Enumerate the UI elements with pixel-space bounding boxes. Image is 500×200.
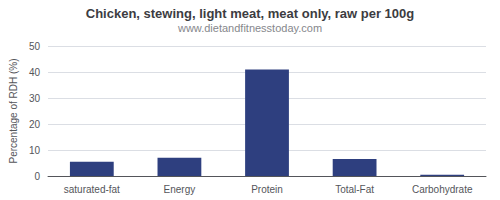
svg-text:Percentage of RDH (%): Percentage of RDH (%) (8, 58, 19, 163)
svg-text:20: 20 (29, 119, 41, 130)
svg-text:Protein: Protein (251, 184, 283, 195)
svg-text:Chicken, stewing, light meat,: Chicken, stewing, light meat, meat only,… (86, 6, 415, 21)
svg-text:40: 40 (29, 67, 41, 78)
svg-text:Carbohydrate: Carbohydrate (412, 184, 473, 195)
svg-text:10: 10 (29, 145, 41, 156)
svg-text:50: 50 (29, 41, 41, 52)
svg-text:www.dietandfitnesstoday.com: www.dietandfitnesstoday.com (177, 22, 322, 34)
svg-text:Total-Fat: Total-Fat (335, 184, 374, 195)
svg-text:0: 0 (34, 171, 40, 182)
svg-text:saturated-fat: saturated-fat (64, 184, 120, 195)
svg-text:30: 30 (29, 93, 41, 104)
svg-text:Energy: Energy (164, 184, 196, 195)
